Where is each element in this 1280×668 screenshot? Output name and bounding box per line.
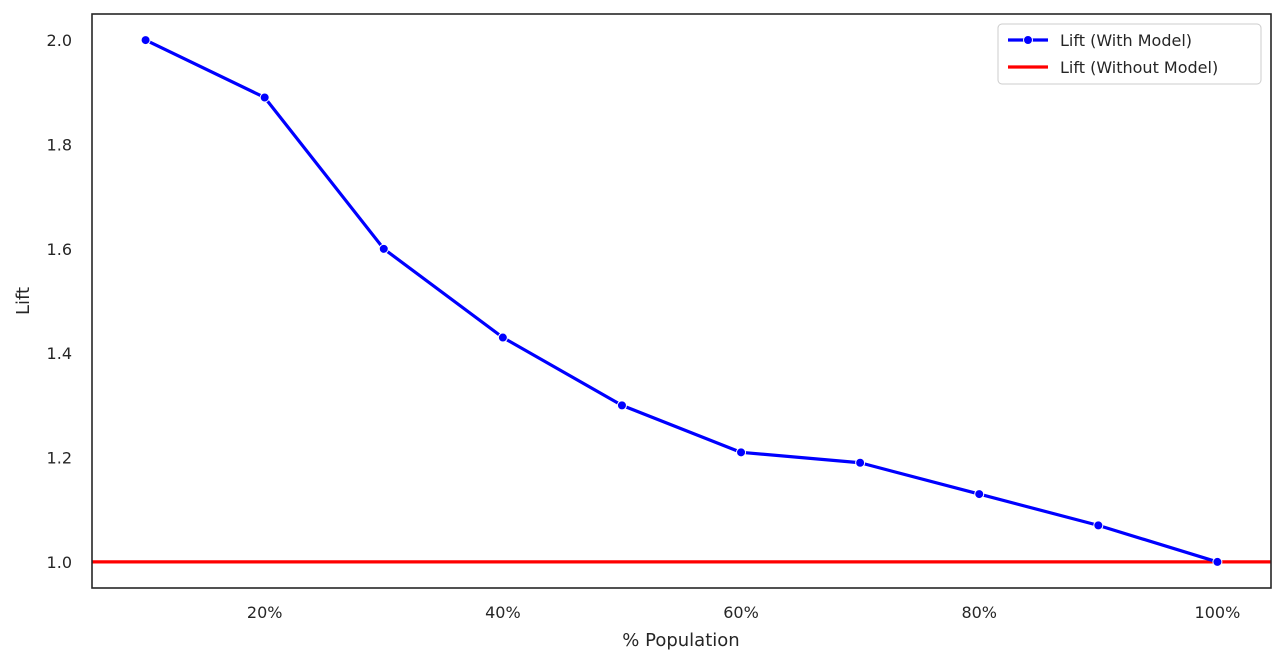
data-point-0-8 bbox=[1093, 520, 1104, 531]
legend-label: Lift (Without Model) bbox=[1060, 58, 1218, 77]
x-tick-label: 60% bbox=[723, 603, 759, 622]
axis-ticks: 20% 40% 60% 80% 100% 1.0 1.2 1.4 1.6 1.8 2.0 bbox=[47, 31, 1241, 622]
y-axis-label: Lift bbox=[13, 287, 34, 315]
y-tick-label: 1.8 bbox=[47, 135, 72, 154]
legend-label: Lift (With Model) bbox=[1060, 31, 1192, 50]
y-tick-label: 1.0 bbox=[47, 553, 72, 572]
legend: Lift (With Model) Lift (Without Model) bbox=[997, 23, 1262, 85]
series-line-0 bbox=[143, 38, 1220, 564]
x-tick-label: 100% bbox=[1195, 603, 1241, 622]
x-axis-label: % Population bbox=[622, 630, 739, 651]
x-tick-label: 20% bbox=[247, 603, 283, 622]
data-point-0-5 bbox=[736, 447, 747, 458]
plot-frame bbox=[91, 13, 1272, 589]
data-point-0-3 bbox=[497, 332, 508, 343]
y-tick-label: 1.6 bbox=[47, 240, 72, 259]
plot-area bbox=[91, 13, 1272, 589]
x-tick-label: 40% bbox=[485, 603, 521, 622]
legend-swatch-marker bbox=[1023, 35, 1033, 45]
data-point-0-6 bbox=[855, 457, 866, 468]
data-point-0-4 bbox=[616, 400, 627, 411]
data-point-0-1 bbox=[259, 92, 270, 103]
y-tick-label: 1.4 bbox=[47, 344, 72, 363]
legend-box bbox=[997, 23, 1262, 85]
data-point-0-2 bbox=[378, 243, 389, 254]
y-tick-label: 2.0 bbox=[47, 31, 72, 50]
data-point-0-9 bbox=[1212, 556, 1223, 567]
data-point-0-7 bbox=[974, 489, 985, 500]
x-tick-label: 80% bbox=[961, 603, 997, 622]
data-point-0-0 bbox=[140, 35, 151, 46]
y-tick-label: 1.2 bbox=[47, 449, 72, 468]
